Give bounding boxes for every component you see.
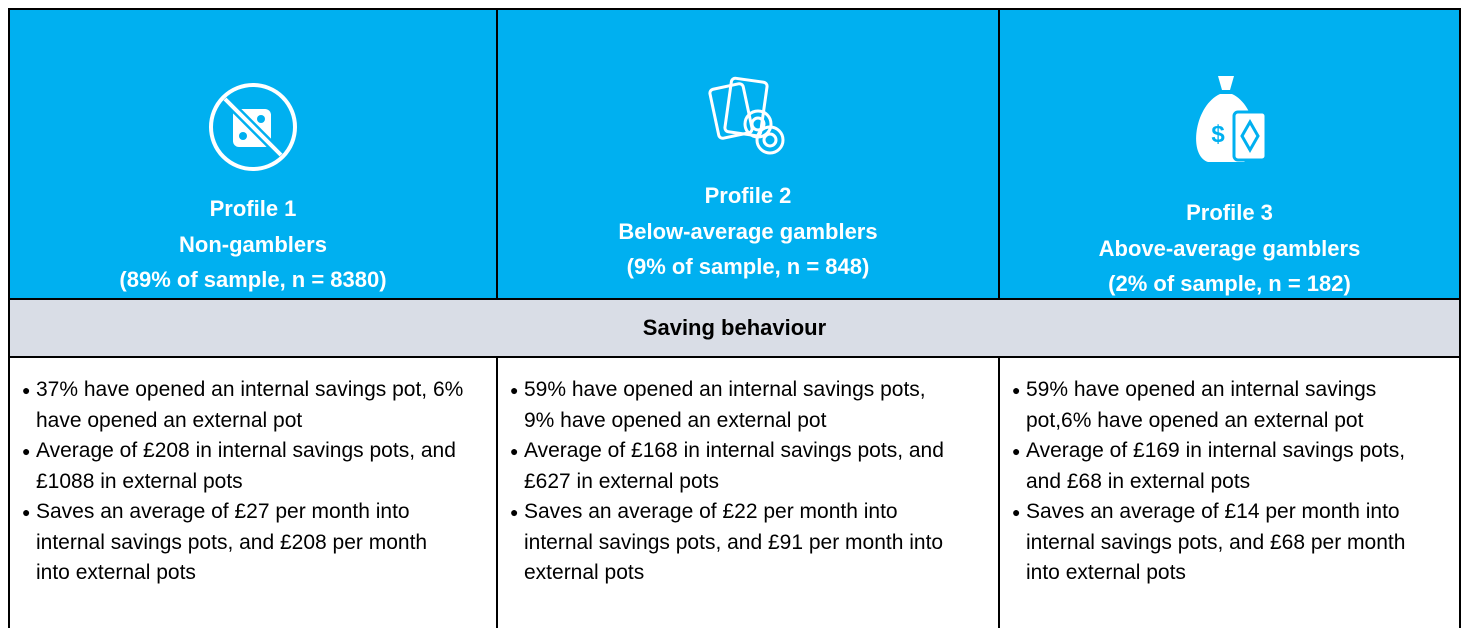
profile-title-line: Above-average gamblers <box>1098 235 1361 261</box>
bullet: 59% have opened an internal savings pots… <box>510 375 952 436</box>
section-header: Saving behaviour <box>8 298 1461 358</box>
bullet: Saves an average of £27 per month into i… <box>22 497 464 589</box>
profile-title-line: Profile 1 <box>209 196 297 221</box>
profile-title-line: Below-average gamblers <box>618 218 878 244</box>
icon-money-bag: $ <box>1195 76 1267 162</box>
bullet: Average of £168 in internal savings pots… <box>510 436 952 497</box>
bullet-list: 59% have opened an internal savings pot,… <box>1012 375 1444 589</box>
profile-header: Profile 2 Below-average gamblers (9% of sa… <box>496 8 998 298</box>
bullet: Average of £169 in internal savings pots… <box>1012 436 1444 497</box>
profile-cell: 59% have opened an internal savings pot,… <box>998 358 1461 628</box>
icon-cards <box>708 76 785 155</box>
bullet: Saves an average of £22 per month into i… <box>510 497 952 589</box>
bullet: Average of £208 in internal savings pots… <box>22 436 464 497</box>
bullet: Saves an average of £14 per month into i… <box>1012 497 1444 589</box>
profile-title-line: (89% of sample, n = 8380) <box>119 267 387 292</box>
profile-title-line: Profile 2 <box>704 183 792 208</box>
profile-title-line: (9% of sample, n = 848) <box>626 254 870 279</box>
bullet: 59% have opened an internal savings pot,… <box>1012 375 1444 436</box>
profile-header: $ Profile 3 Above-average gamblers (2% of … <box>998 8 1461 298</box>
profile-cell: 59% have opened an internal savings pots… <box>496 358 998 628</box>
profile-cell: 37% have opened an internal savings pot,… <box>8 358 496 628</box>
profile-title-line: Profile 3 <box>1186 200 1273 225</box>
icon-no-dice <box>209 83 297 171</box>
profile-header: Profile 1 Non-gamblers (89% of sample, n =… <box>8 8 496 298</box>
bullet-list: 37% have opened an internal savings pot,… <box>22 375 464 589</box>
profile-title-line: Non-gamblers <box>179 231 327 257</box>
bullet: 37% have opened an internal savings pot,… <box>22 375 464 436</box>
profile-title-line: (2% of sample, n = 182) <box>1108 271 1351 296</box>
bullet-list: 59% have opened an internal savings pots… <box>510 375 952 589</box>
svg-text:$: $ <box>1211 121 1225 148</box>
